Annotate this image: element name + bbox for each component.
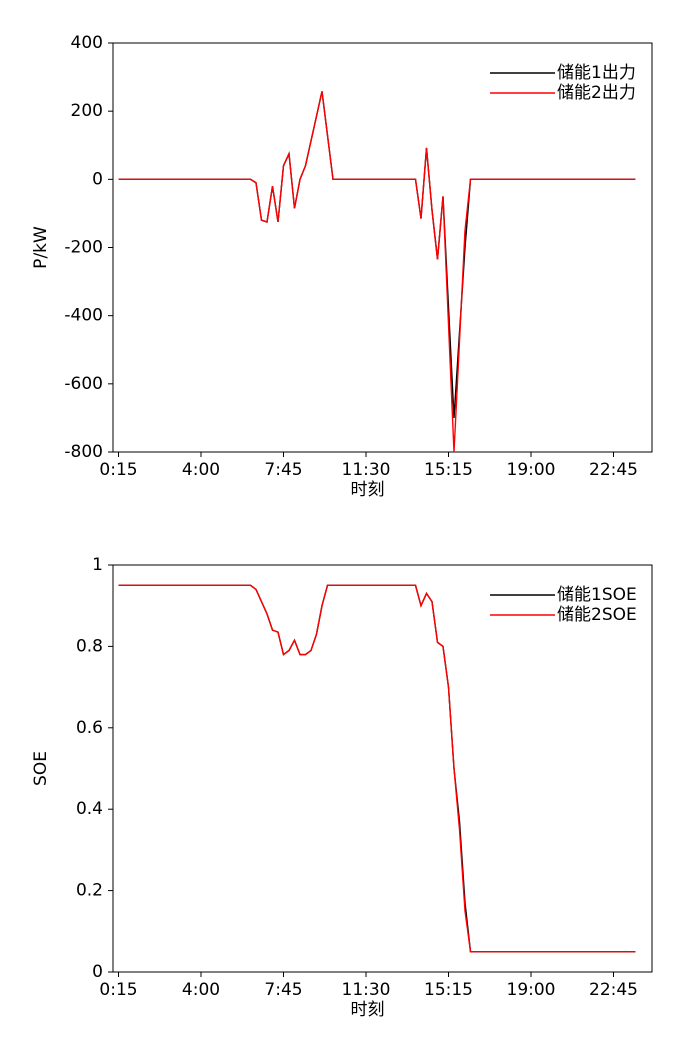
plot-frame [112,564,653,973]
x-axis-label: 时刻 [351,480,385,500]
x-tick-label: 0:15 [99,980,137,1000]
legend-label: 储能2SOE [557,605,637,625]
y-tick-label: 1 [92,555,103,575]
y-tick-label: -800 [64,442,103,462]
x-tick-label: 7:45 [264,460,302,480]
y-axis-label: P/kW [31,226,51,269]
y-tick-label: -600 [64,374,103,394]
y-tick-label: 400 [71,33,103,53]
y-tick-label: 0.2 [76,881,103,901]
legend-label: 储能1出力 [557,63,636,83]
y-tick-label: -400 [64,306,103,326]
y-tick-label: 0.6 [76,718,103,738]
data-line [118,91,636,418]
y-axis-label: SOE [31,751,51,786]
x-tick-label: 11:30 [342,980,391,1000]
x-tick-label: 22:45 [589,460,638,480]
x-tick-label: 0:15 [99,460,137,480]
x-tick-label: 22:45 [589,980,638,1000]
y-tick-label: -200 [64,238,103,258]
y-tick-label: 200 [71,101,103,121]
legend-label: 储能1SOE [557,585,637,605]
y-tick-label: 0 [92,962,103,982]
x-tick-label: 19:00 [507,460,556,480]
data-line [118,584,636,953]
y-tick-label: 0.8 [76,636,103,656]
x-tick-label: 15:15 [424,980,473,1000]
x-tick-label: 15:15 [424,460,473,480]
legend-label: 储能2出力 [557,83,636,103]
y-tick-label: 0 [92,169,103,189]
plot-frame [112,42,653,453]
x-axis-label: 时刻 [351,1000,385,1020]
x-tick-label: 4:00 [182,980,220,1000]
data-line [118,584,636,953]
x-tick-label: 11:30 [342,460,391,480]
data-line [118,91,636,453]
y-tick-label: 0.4 [76,799,103,819]
x-tick-label: 19:00 [507,980,556,1000]
x-tick-label: 4:00 [182,460,220,480]
x-tick-label: 7:45 [264,980,302,1000]
